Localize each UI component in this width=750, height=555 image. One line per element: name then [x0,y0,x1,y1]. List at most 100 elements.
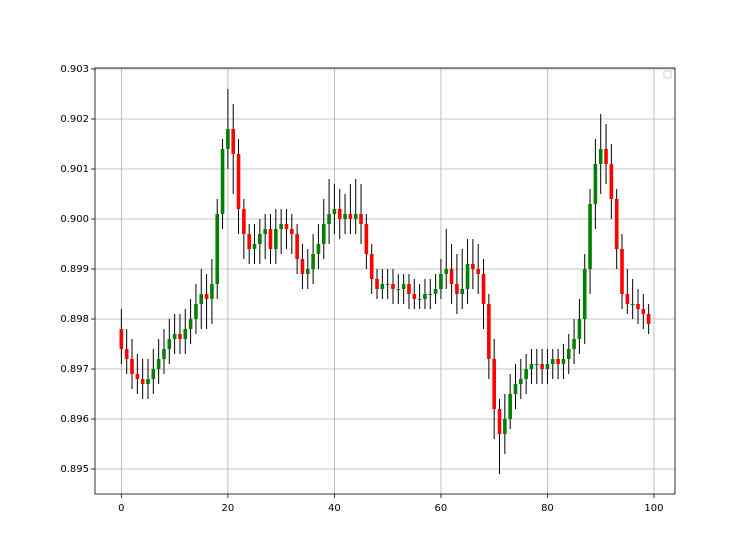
y-tick-label: 0.895 [60,464,89,475]
candle-body [199,294,204,304]
candle-body [396,289,401,290]
candle-body [295,234,299,259]
candle-body [380,284,385,289]
candle-body [247,234,251,249]
x-tick-label: 60 [435,503,448,514]
candle-body [641,309,646,314]
candle-body [391,284,395,289]
y-tick-label: 0.898 [60,314,89,325]
candle-body [258,234,262,244]
candle-body [540,364,544,369]
candle-body [625,294,630,304]
candle-body [364,224,369,254]
candle-body [268,229,273,249]
candle-body [646,314,651,324]
candle-body [604,149,608,164]
candle-body [444,269,449,274]
candle-body [582,269,587,319]
candle-body [455,284,459,294]
candle-body [316,244,321,254]
candle-body [497,409,502,434]
candle-body [359,214,363,224]
candle-body [231,129,236,154]
candle-body [471,264,475,269]
y-tick-label: 0.902 [60,114,89,125]
candle-body [598,149,603,164]
candle-body [476,269,481,274]
y-tick-label: 0.901 [60,164,89,175]
candle-body [588,204,592,269]
candle-body [529,364,534,369]
candle-body [119,329,124,349]
x-tick-label: 100 [644,503,663,514]
candle-body [534,364,539,365]
candle-body [188,319,193,329]
candle-body [226,129,230,149]
grid [95,68,675,494]
candle-body [183,329,188,339]
candle-body [614,199,619,249]
candle-body [375,279,379,289]
candle-body [215,214,220,284]
candle-body [519,379,523,384]
plot-area [95,68,675,494]
candle-body [220,149,225,214]
candle-body [620,249,624,294]
candle-body [263,229,267,234]
candle-body [236,154,241,209]
candle-body [194,304,198,319]
candle-body [343,214,347,219]
candle-body [327,214,331,224]
candle-body [508,394,512,419]
candle-body [412,294,417,299]
candle-body [492,359,496,409]
candle-body [124,349,129,359]
candle-body [566,349,571,359]
candle-body [593,164,598,204]
candle-body [279,224,283,229]
candle-body [417,299,422,300]
candle-body [407,284,411,294]
candle-body [385,284,390,285]
candle-body [242,209,246,234]
y-tick-label: 0.896 [60,414,89,425]
candle-body [439,274,443,289]
candle-body [151,369,156,379]
candle-body [428,294,433,295]
axes: 0 20 40 60 80 100 0.895 0.896 0.897 0.898 0.899 0.9… [60,64,663,514]
candle-body [556,359,560,364]
candle-body [167,339,172,349]
candles [119,89,651,474]
candle-body [487,304,491,359]
candle-body [513,384,518,394]
candle-body [135,374,140,379]
candle-body [545,364,550,369]
candle-body [550,359,555,364]
candle-body [630,304,635,305]
candle-body [460,289,465,294]
candle-body [433,289,438,294]
candle-body [146,379,150,384]
y-tick-label: 0.897 [60,364,89,375]
candle-body [289,229,294,234]
candle-body [465,264,470,289]
candle-body [252,244,257,249]
candle-body [369,254,374,279]
candle-body [274,229,278,249]
candle-body [524,369,528,379]
candle-body [204,294,209,299]
candle-body [636,304,640,309]
candle-body [130,359,134,374]
candle-body [300,259,305,274]
candle-body [337,209,342,219]
x-tick-label: 40 [328,503,341,514]
candle-body [572,339,576,349]
candle-body [481,274,486,304]
candle-body [210,284,214,299]
x-tick-label: 0 [118,503,124,514]
candle-body [503,419,507,434]
candle-body [348,214,353,219]
candle-body [401,284,406,289]
candle-body [321,224,326,244]
candle-body [311,254,315,269]
